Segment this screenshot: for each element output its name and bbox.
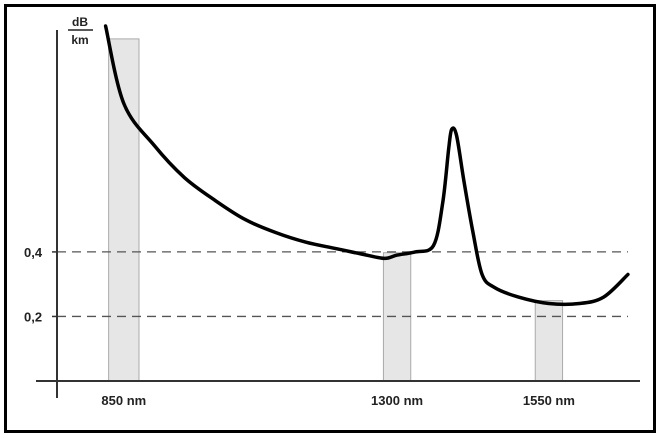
- window-band-1550: [534, 300, 564, 382]
- attenuation-curve: [103, 24, 630, 307]
- window-bands: [108, 38, 564, 382]
- y-tick-label: 0,2: [24, 309, 42, 324]
- y-unit-numerator: dB: [72, 15, 88, 29]
- window-label-1300: 1300 nm: [371, 393, 423, 408]
- y-tick-labels: 0,2 0,4: [24, 245, 43, 325]
- window-label-850: 850 nm: [101, 393, 146, 408]
- y-unit-denominator: km: [71, 33, 88, 47]
- window-label-1550: 1550 nm: [523, 393, 575, 408]
- y-tick-label: 0,4: [24, 245, 43, 260]
- window-labels: 850 nm 1300 nm 1550 nm: [101, 393, 575, 408]
- y-axis-unit: dB km: [68, 15, 93, 47]
- window-band-850: [108, 38, 140, 382]
